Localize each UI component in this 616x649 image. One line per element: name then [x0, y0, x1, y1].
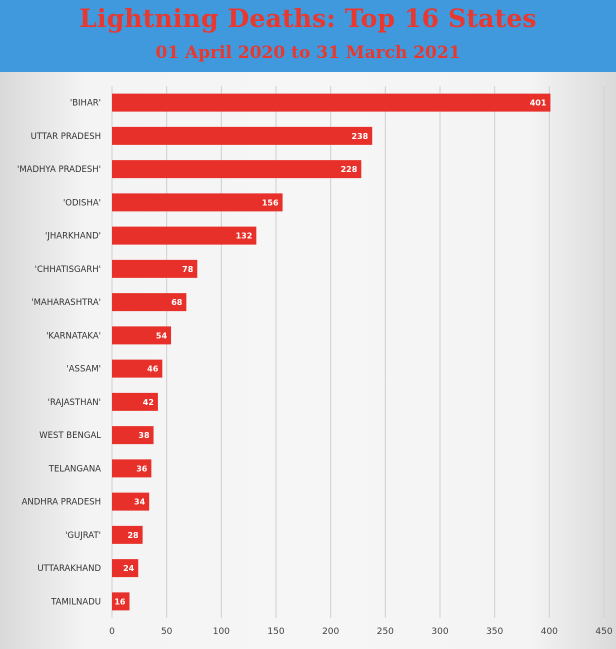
data-label: 42	[143, 398, 154, 407]
data-label: 78	[182, 265, 194, 274]
bar	[112, 592, 130, 611]
chart-header: Lightning Deaths: Top 16 States 01 April…	[0, 0, 616, 72]
bar	[112, 525, 143, 544]
x-tick-label: 100	[213, 627, 230, 637]
data-label: 68	[171, 298, 183, 307]
data-label: 16	[114, 597, 126, 606]
data-label: 36	[136, 464, 148, 473]
category-label: WEST BENGAL	[39, 431, 101, 441]
x-tick-label: 400	[541, 627, 558, 637]
x-tick-label: 300	[431, 627, 448, 637]
x-tick-label: 250	[377, 627, 394, 637]
x-tick-label: 50	[161, 627, 173, 637]
bar	[112, 93, 551, 112]
x-axis-ticks: 0 50 100 150 200 250 300 350 400 450	[109, 627, 613, 637]
bar	[112, 126, 373, 145]
data-label: 132	[236, 232, 253, 241]
category-label: 'GUJRAT'	[65, 531, 101, 541]
value-labels: 401 238 228 156 132 78 68 54 46 42 38 36 34 28 24 16	[114, 99, 547, 607]
bar	[112, 559, 139, 578]
category-labels: 'BIHAR' UTTAR PRADESH 'MADHYA PRADESH' 'ODI…	[17, 99, 101, 608]
category-label: UTTAR PRADESH	[31, 132, 101, 142]
bar	[112, 392, 158, 411]
category-label: 'BIHAR'	[70, 99, 101, 109]
bar	[112, 359, 163, 378]
category-label: UTTARAKHAND	[37, 564, 101, 574]
bar	[112, 293, 187, 312]
bar	[112, 193, 283, 212]
category-label: 'CHHATISGARH'	[35, 265, 101, 275]
data-label: 54	[156, 331, 168, 340]
category-label: TELANGANA	[48, 464, 101, 474]
x-tick-label: 450	[595, 627, 612, 637]
bar	[112, 259, 198, 278]
bar	[112, 492, 150, 511]
category-label: 'ASSAM'	[66, 365, 101, 375]
data-label: 228	[341, 165, 358, 174]
bar	[112, 326, 172, 345]
category-label: TAMILNADU	[50, 597, 101, 607]
bar	[112, 459, 152, 478]
data-label: 28	[127, 531, 139, 540]
data-label: 34	[134, 498, 146, 507]
bar	[112, 426, 154, 445]
category-label: 'ODISHA'	[63, 198, 101, 208]
data-label: 46	[147, 365, 159, 374]
x-tick-label: 200	[322, 627, 339, 637]
category-label: 'JHARKHAND'	[45, 232, 101, 242]
data-label: 401	[530, 99, 547, 108]
bars	[112, 93, 551, 611]
chart-title: Lightning Deaths: Top 16 States	[79, 4, 537, 33]
data-label: 38	[138, 431, 150, 440]
bar	[112, 226, 257, 245]
bar	[112, 160, 362, 179]
x-tick-label: 150	[267, 627, 284, 637]
category-label: 'MADHYA PRADESH'	[17, 165, 101, 175]
category-label: 'KARNATAKA'	[46, 331, 101, 341]
data-label: 24	[123, 564, 135, 573]
chart-subtitle: 01 April 2020 to 31 March 2021	[155, 43, 461, 63]
category-label: 'MAHARASHTRA'	[31, 298, 101, 308]
data-label: 238	[352, 132, 369, 141]
x-tick-label: 350	[486, 627, 503, 637]
data-label: 156	[262, 198, 279, 207]
category-label: ANDHRA PRADESH	[22, 498, 101, 508]
x-tick-label: 0	[109, 627, 115, 637]
category-label: 'RAJASTHAN'	[48, 398, 101, 408]
